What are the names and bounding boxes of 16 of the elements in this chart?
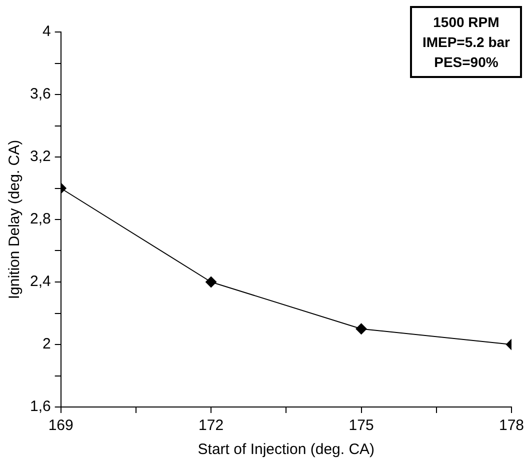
y-tick-label: 3,6 [30, 86, 51, 103]
x-tick-label: 172 [198, 417, 224, 434]
y-tick-label: 2,8 [30, 210, 51, 228]
x-tick-label: 178 [498, 417, 524, 434]
y-tick-label: 2,4 [30, 273, 51, 290]
x-axis-title: Start of Injection (deg. CA) [198, 441, 375, 458]
annotation: PES=90% [433, 53, 500, 72]
y-tick-label: 1,6 [30, 398, 51, 416]
annotation: IMEP=5.2 bar [422, 33, 510, 52]
y-axis-title: Ignition Delay (deg. CA) [6, 140, 24, 300]
y-tick-label: 4 [42, 23, 51, 40]
x-tick-label: 169 [48, 417, 74, 434]
x-tick-label: 175 [348, 417, 374, 434]
text: 1500 RPM [432, 13, 500, 32]
y-tick-label: 3,2 [30, 148, 51, 166]
y-tick-label: 2 [42, 336, 51, 353]
